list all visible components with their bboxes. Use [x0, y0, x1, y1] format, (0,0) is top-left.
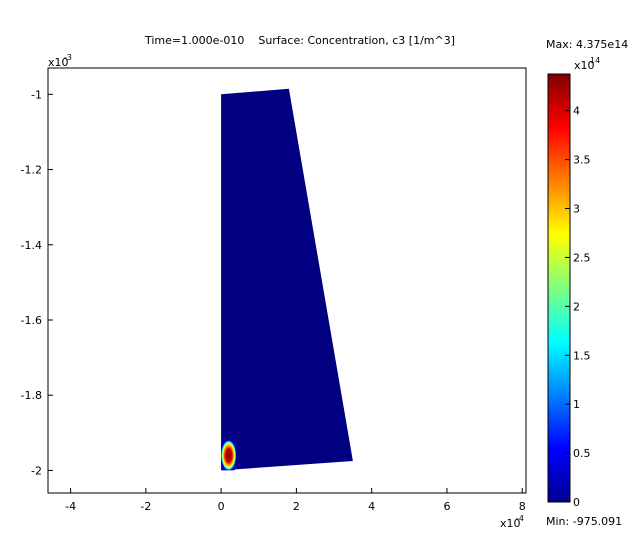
y-tick-label: -1.2 — [21, 164, 42, 177]
x-tick-label: 0 — [218, 500, 225, 513]
x-axis-ticks: -4 -2 0 2 4 6 8 — [65, 488, 526, 513]
x-tick-label: 8 — [519, 500, 526, 513]
colorbar-tick-label: 2.5 — [573, 251, 591, 264]
concentration-domain — [221, 88, 353, 471]
plot-frame — [47, 67, 527, 494]
colorbar — [547, 73, 571, 503]
concentration-hotspot — [221, 440, 237, 471]
y-tick-label: -1 — [31, 88, 42, 101]
x-multiplier-base: x10 — [500, 517, 521, 530]
colorbar-tick-label: 0 — [573, 496, 580, 509]
colorbar-tick-label: 1 — [573, 398, 580, 411]
chart-title: Time=1.000e-010 Surface: Concentration, … — [144, 34, 456, 47]
colorbar-tick-label: 1.5 — [573, 349, 591, 362]
x-multiplier-exp: -4 — [516, 514, 524, 523]
y-multiplier-exp: -3 — [64, 53, 72, 62]
y-tick-label: -1.8 — [21, 389, 42, 402]
colorbar-tick-label: 2 — [573, 300, 580, 313]
y-tick-label: -1.4 — [21, 239, 42, 252]
y-axis-ticks: -1 -1.2 -1.4 -1.6 -1.8 -2 — [21, 88, 53, 477]
x-tick-label: -2 — [140, 500, 151, 513]
x-tick-label: -4 — [65, 500, 76, 513]
colorbar-tick-label: 3 — [573, 203, 580, 216]
colorbar-tick-label: 0.5 — [573, 447, 591, 460]
colorbar-max-label: Max: 4.375e14 — [546, 38, 628, 51]
y-tick-label: -2 — [31, 464, 42, 477]
colorbar-tick-label: 3.5 — [573, 154, 591, 167]
x-tick-label: 2 — [293, 500, 300, 513]
colorbar-ticks: 0 0.5 1 1.5 2 2.5 3 3.5 4 — [565, 105, 591, 509]
colorbar-tick-label: 4 — [573, 105, 580, 118]
colorbar-multiplier-exp: 14 — [590, 56, 600, 65]
colorbar-min-label: Min: -975.091 — [546, 515, 622, 528]
colorbar-multiplier-base: x10 — [574, 59, 595, 72]
y-multiplier-base: x10 — [48, 56, 69, 69]
x-tick-label: 6 — [443, 500, 450, 513]
y-tick-label: -1.6 — [21, 314, 42, 327]
x-tick-label: 4 — [368, 500, 375, 513]
